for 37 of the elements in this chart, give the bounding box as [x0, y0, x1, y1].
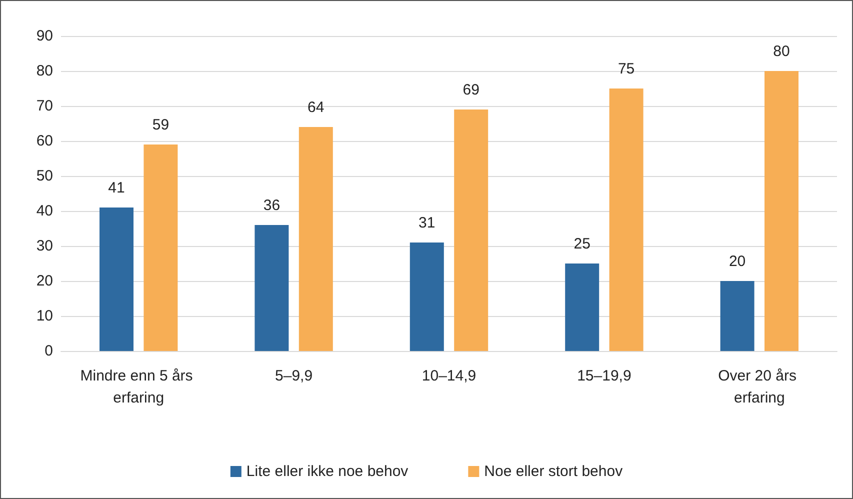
y-tick-label: 90 — [36, 28, 53, 44]
bar — [410, 242, 444, 351]
data-label: 41 — [108, 180, 125, 196]
x-tick-label: Over 20 års erfaring — [718, 368, 801, 406]
data-label: 64 — [308, 99, 324, 116]
data-label: 80 — [773, 43, 790, 60]
bar — [144, 144, 178, 351]
data-label: 31 — [418, 214, 436, 232]
y-tick-label: 80 — [36, 62, 53, 80]
y-tick-label: 50 — [36, 168, 53, 184]
y-tick-label: 10 — [36, 308, 53, 324]
data-label: 69 — [462, 82, 480, 98]
data-label: 75 — [618, 60, 635, 78]
y-tick-label: 20 — [36, 272, 53, 290]
bar — [254, 225, 289, 351]
bar — [720, 281, 754, 351]
legend-label: Lite eller ikke noe behov — [246, 463, 409, 480]
x-tick-label: Mindre enn 5 års erfaring — [80, 368, 197, 406]
data-label: 36 — [263, 197, 280, 214]
bar — [609, 88, 644, 351]
bar — [565, 264, 600, 351]
bar — [100, 208, 134, 351]
y-tick-label: 70 — [36, 98, 53, 114]
data-label: 59 — [152, 116, 170, 134]
bar — [764, 71, 798, 351]
x-tick-label: 10–14,9 — [422, 368, 476, 384]
bar — [298, 127, 333, 351]
legend-label: Noe eller stort behov — [484, 463, 624, 480]
data-label: 25 — [574, 236, 590, 252]
y-tick-label: 40 — [36, 202, 53, 220]
y-tick-label: 30 — [36, 238, 53, 254]
data-label: 20 — [728, 253, 746, 270]
bar — [454, 110, 488, 351]
x-tick-label: 15–19,9 — [577, 368, 632, 384]
y-tick-label: 60 — [36, 132, 53, 150]
y-tick-label: 0 — [44, 342, 53, 360]
x-tick-label: 5–9,9 — [275, 368, 313, 384]
